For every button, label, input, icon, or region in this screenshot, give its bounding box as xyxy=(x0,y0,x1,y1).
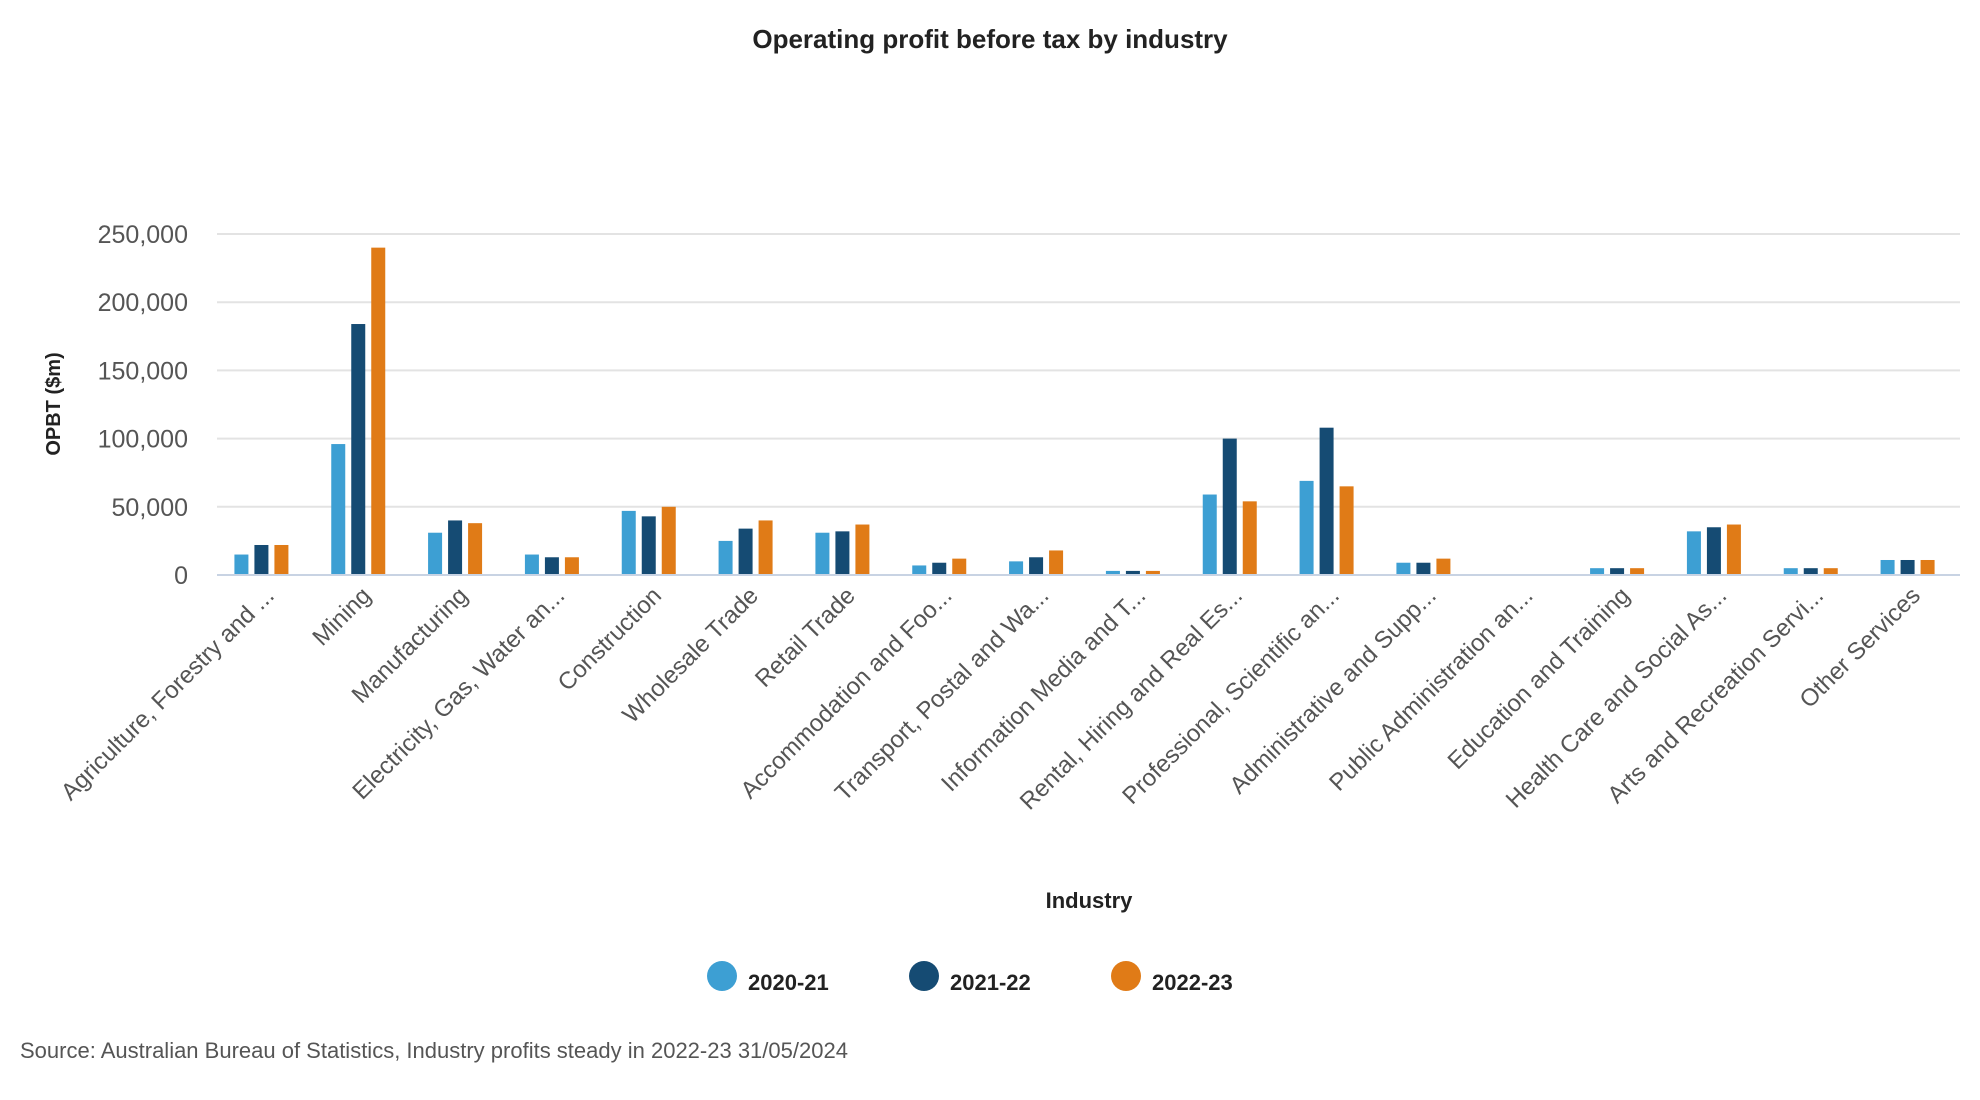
bar-2022-23[interactable] xyxy=(1049,550,1064,575)
bar-2020-21[interactable] xyxy=(1783,568,1798,575)
source-note: Source: Australian Bureau of Statistics,… xyxy=(20,1038,848,1063)
bar-2022-23[interactable] xyxy=(1436,558,1451,575)
bar-2020-21[interactable] xyxy=(815,532,830,575)
bar-2022-23[interactable] xyxy=(1145,570,1160,575)
y-tick-label: 0 xyxy=(174,562,188,590)
y-tick-label: 150,000 xyxy=(98,357,188,385)
bar-2022-23[interactable] xyxy=(1920,559,1935,575)
legend-label: 2020-21 xyxy=(748,970,829,995)
bar-2020-21[interactable] xyxy=(524,554,539,575)
bar-2021-22[interactable] xyxy=(1610,568,1625,575)
bar-2020-21[interactable] xyxy=(1202,494,1217,575)
x-tick-label: Agriculture, Forestry and ... xyxy=(56,582,280,806)
bar-2022-23[interactable] xyxy=(855,524,870,575)
x-tick-label: Administrative and Supp... xyxy=(1224,582,1441,799)
bar-2020-21[interactable] xyxy=(1686,531,1701,575)
legend-item[interactable]: 2022-23 xyxy=(1111,961,1233,995)
bar-2022-23[interactable] xyxy=(661,506,676,575)
bars xyxy=(234,247,1935,575)
bar-2020-21[interactable] xyxy=(1009,561,1024,575)
bar-2022-23[interactable] xyxy=(1339,486,1354,575)
bar-2021-22[interactable] xyxy=(254,544,269,575)
bar-2021-22[interactable] xyxy=(1706,527,1721,575)
bar-2020-21[interactable] xyxy=(912,565,927,575)
y-tick-label: 100,000 xyxy=(98,426,188,454)
bar-2022-23[interactable] xyxy=(371,247,386,575)
bar-2022-23[interactable] xyxy=(1242,501,1257,575)
x-axis-label: Industry xyxy=(1046,888,1134,913)
chart-title: Operating profit before tax by industry xyxy=(752,24,1228,54)
x-axis-ticks: Agriculture, Forestry and ... MiningManuf… xyxy=(56,582,1926,815)
bar-2022-23[interactable] xyxy=(1726,524,1741,575)
bar-2020-21[interactable] xyxy=(718,540,733,575)
legend-item[interactable]: 2020-21 xyxy=(707,961,829,995)
legend-swatch xyxy=(909,961,939,991)
bar-2020-21[interactable] xyxy=(1299,480,1314,575)
bar-2022-23[interactable] xyxy=(1823,568,1838,575)
bar-2020-21[interactable] xyxy=(1396,562,1411,575)
bar-2022-23[interactable] xyxy=(952,558,967,575)
bar-2021-22[interactable] xyxy=(1803,568,1818,575)
legend-swatch xyxy=(1111,961,1141,991)
bar-2021-22[interactable] xyxy=(1029,557,1044,575)
bar-2022-23[interactable] xyxy=(274,544,289,575)
bar-2020-21[interactable] xyxy=(621,510,636,575)
bar-2021-22[interactable] xyxy=(835,531,850,575)
y-axis-label: OPBT ($m) xyxy=(43,352,65,455)
y-axis-ticks: 0 50,000 100,000 150,000 200,000 250,000 xyxy=(98,221,188,590)
bar-2021-22[interactable] xyxy=(932,562,947,575)
bar-2021-22[interactable] xyxy=(351,324,366,575)
bar-2020-21[interactable] xyxy=(1105,570,1120,575)
gridlines xyxy=(217,233,1960,508)
bar-2022-23[interactable] xyxy=(564,557,579,575)
bar-2022-23[interactable] xyxy=(468,523,483,575)
bar-2020-21[interactable] xyxy=(1880,559,1895,575)
legend-label: 2021-22 xyxy=(950,970,1031,995)
y-tick-label: 250,000 xyxy=(98,221,188,249)
legend-item[interactable]: 2021-22 xyxy=(909,961,1031,995)
y-tick-label: 50,000 xyxy=(112,494,188,522)
legend: 2020-21 2021-22 2022-23 xyxy=(707,961,1233,995)
x-tick-label: Mining xyxy=(307,582,376,651)
bar-2021-22[interactable] xyxy=(1222,438,1237,575)
bar-2020-21[interactable] xyxy=(1590,568,1605,575)
bar-2021-22[interactable] xyxy=(1125,570,1140,575)
bar-2021-22[interactable] xyxy=(641,516,656,575)
bar-2021-22[interactable] xyxy=(448,520,463,575)
x-tick-label: Education and Training xyxy=(1443,582,1636,775)
legend-swatch xyxy=(707,961,737,991)
bar-2021-22[interactable] xyxy=(1319,427,1334,575)
bar-2020-21[interactable] xyxy=(234,554,249,575)
x-tick-label: Information Media and T... xyxy=(936,582,1151,797)
legend-label: 2022-23 xyxy=(1152,970,1233,995)
bar-2021-22[interactable] xyxy=(1416,562,1431,575)
bar-2020-21[interactable] xyxy=(428,532,443,575)
bar-2021-22[interactable] xyxy=(1900,559,1915,575)
bar-2022-23[interactable] xyxy=(1630,568,1645,575)
bar-2020-21[interactable] xyxy=(331,444,346,575)
y-tick-label: 200,000 xyxy=(98,289,188,317)
bar-2021-22[interactable] xyxy=(738,528,753,575)
x-tick-label: Public Administration an... xyxy=(1324,582,1538,796)
bar-2021-22[interactable] xyxy=(544,557,559,575)
bar-2022-23[interactable] xyxy=(758,520,773,575)
